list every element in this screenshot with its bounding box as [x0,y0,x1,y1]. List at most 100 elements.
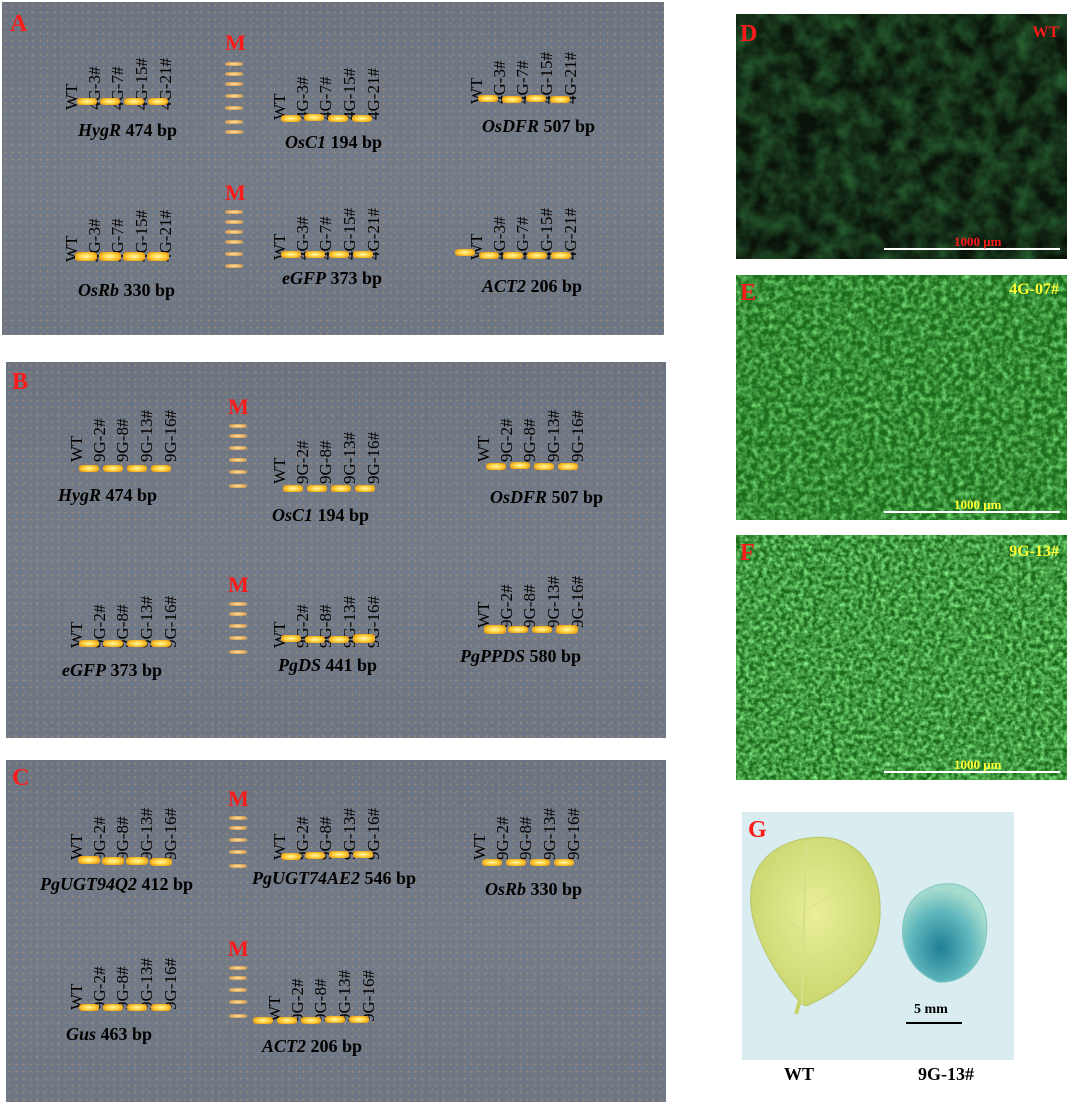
fluorescence-image-4g07: E 4G-07# 1000 μm [736,275,1067,520]
band [281,251,301,258]
lane-group-b-hygr: WT 9G-2# 9G-8# 9G-13# 9G-16# [55,380,185,462]
gene-label-egfp: eGFP 373 bp [62,660,163,680]
gel-panel-c [6,760,666,1102]
band [150,858,172,866]
band [554,859,574,866]
band [305,636,325,643]
lane-label: 9G-16# [161,410,180,462]
lane-group-c-pgugt94q2: WT 9G-2# 9G-8# 9G-13# 9G-16# [55,778,185,860]
band [78,856,100,864]
band [103,640,123,647]
band [329,251,349,258]
panel-letter-e: E [740,280,757,306]
scale-label-5mm: 5 mm [914,1002,948,1017]
gene-label-pgppds: PgPPDS 580 bp [460,646,582,666]
band [281,853,301,860]
band [305,251,325,258]
gene-label-osc1: OsC1 194 bp [272,505,370,525]
lane-group-a-osrb: WT 4G-3# 4G-7# 4G-15# 4G-21# [50,180,180,262]
band [79,640,99,647]
band [103,1004,123,1011]
lane-label: 9G-16# [161,808,180,860]
band [530,859,550,866]
band [550,96,570,103]
gene-label-osrb: OsRb 330 bp [78,280,176,300]
band [556,625,578,634]
scale-bar [884,248,1060,250]
lane-group-c-osrb: WT 9G-2# 9G-8# 9G-13# 9G-16# [458,778,588,860]
leaf-illustration [750,836,988,1024]
lane-label: 9G-16# [564,808,583,860]
band [484,625,506,634]
lane-group-a-osdfr: WT 4G-3# 4G-7# 4G-15# 4G-21# [455,22,585,104]
fluorescence-texture [736,535,1067,780]
band [329,851,349,858]
scale-bar [884,771,1060,773]
band [307,485,327,492]
gus-stain-photo: G 5 mm [742,812,1014,1060]
fluorescence-image-wt: D WT 1000 μm [736,14,1067,259]
gene-label-hygr: HygR 474 bp [58,485,158,505]
scale-bar [884,511,1060,513]
marker-label: M [228,786,249,811]
band [527,252,547,259]
band [75,252,97,261]
band [102,857,124,865]
band [482,859,502,866]
fluorescence-image-9g13: F 9G-13# 1000 μm [736,535,1067,780]
band [151,465,171,472]
gene-label-hygr: HygR 474 bp [78,120,178,140]
gus-leaf [902,883,988,983]
band [534,463,554,470]
lane-label: 9G-16# [568,410,587,462]
band [455,249,475,256]
band [126,857,148,865]
dna-ladder [227,812,249,882]
band [103,465,123,472]
band [486,463,506,470]
lane-label: 4G-21# [364,68,383,120]
band [305,852,325,859]
gene-label-pgds: PgDS 441 bp [278,655,378,675]
lane-group-a-osc1: WT 4G-3# 4G-7# 4G-15# 4G-21# [258,38,388,120]
lane-group-c-act2: WT 9G-2# 9G-8# 9G-13# 9G-16# [253,940,383,1022]
band [127,465,147,472]
band [304,114,324,121]
gene-label-egfp: eGFP 373 bp [282,268,383,288]
lane-group-b-osdfr: WT 9G-2# 9G-8# 9G-13# 9G-16# [462,380,592,462]
caption-9g13: 9G-13# [918,1064,974,1084]
band [329,636,349,643]
band [281,115,301,122]
band [301,1017,321,1024]
marker-label: M [228,394,249,419]
band [355,485,375,492]
band [353,251,373,258]
lane-group-b-egfp: WT 9G-2# 9G-8# 9G-13# 9G-16# [55,566,185,648]
band [506,859,526,866]
band [281,635,301,642]
band [479,252,499,259]
lane-label: 9G-16# [161,958,180,1010]
gene-label-osdfr: OsDFR 507 bp [482,116,596,136]
marker-label: M [225,30,246,55]
gene-label-act2: ACT2 206 bp [262,1036,363,1056]
fluorescence-texture [736,14,1067,259]
dna-ladder [227,598,249,668]
panel-letter-a: A [10,11,28,37]
band [508,626,528,633]
sample-label-wt: WT [1032,24,1059,41]
lane-group-b-osc1: WT 9G-2# 9G-8# 9G-13# 9G-16# [258,402,388,484]
lane-label: 9G-16# [364,432,383,484]
gene-label-osrb: OsRb 330 bp [485,879,583,899]
band [478,95,498,102]
gene-label-osdfr: OsDFR 507 bp [490,487,604,507]
gene-label-pgugt74ae2: PgUGT74AE2 546 bp [252,868,417,888]
gene-label-act2: ACT2 206 bp [482,276,583,296]
gene-label-pgugt94q2: PgUGT94Q2 412 bp [40,874,194,894]
band [353,634,375,643]
scale-label: 1000 μm [954,497,1002,512]
band [328,115,348,122]
dna-ladder [223,206,245,276]
caption-wt: WT [784,1064,815,1084]
band [502,96,522,103]
